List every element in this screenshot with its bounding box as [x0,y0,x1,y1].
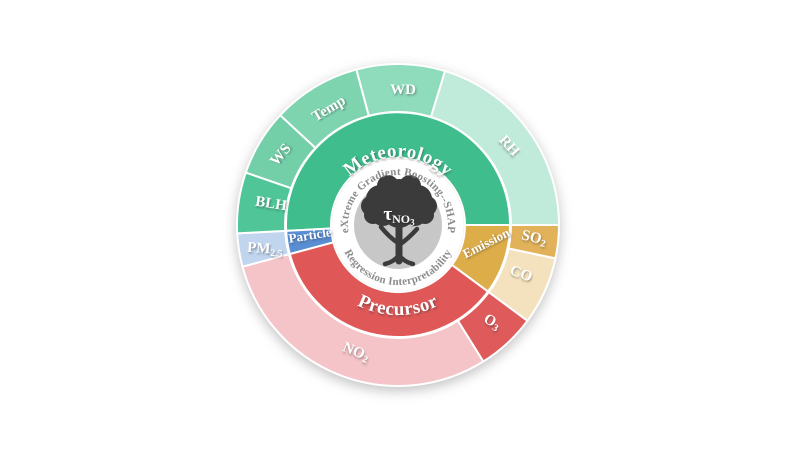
tree-icon [361,175,437,267]
sunburst-group: τNO3 eXtreme Gradient Boosting--SHAP Reg… [236,62,561,387]
center-label: τNO3 [383,204,415,228]
label-blh: BLH [254,194,288,215]
label-co: CO [508,263,535,286]
label-so2: SO2 [520,227,548,249]
label-wd: WD [390,82,416,98]
label-particle: Particle [287,224,332,246]
segment-precursor [288,241,489,338]
label-pm25: PM2.5 [247,240,284,259]
segment-particle [285,227,335,255]
segment-meteorology [285,111,512,232]
label-o3: O3 [480,311,503,334]
tree-canopy [361,175,437,228]
tree-trunk [378,218,420,267]
label-no2: NO2 [340,339,372,365]
